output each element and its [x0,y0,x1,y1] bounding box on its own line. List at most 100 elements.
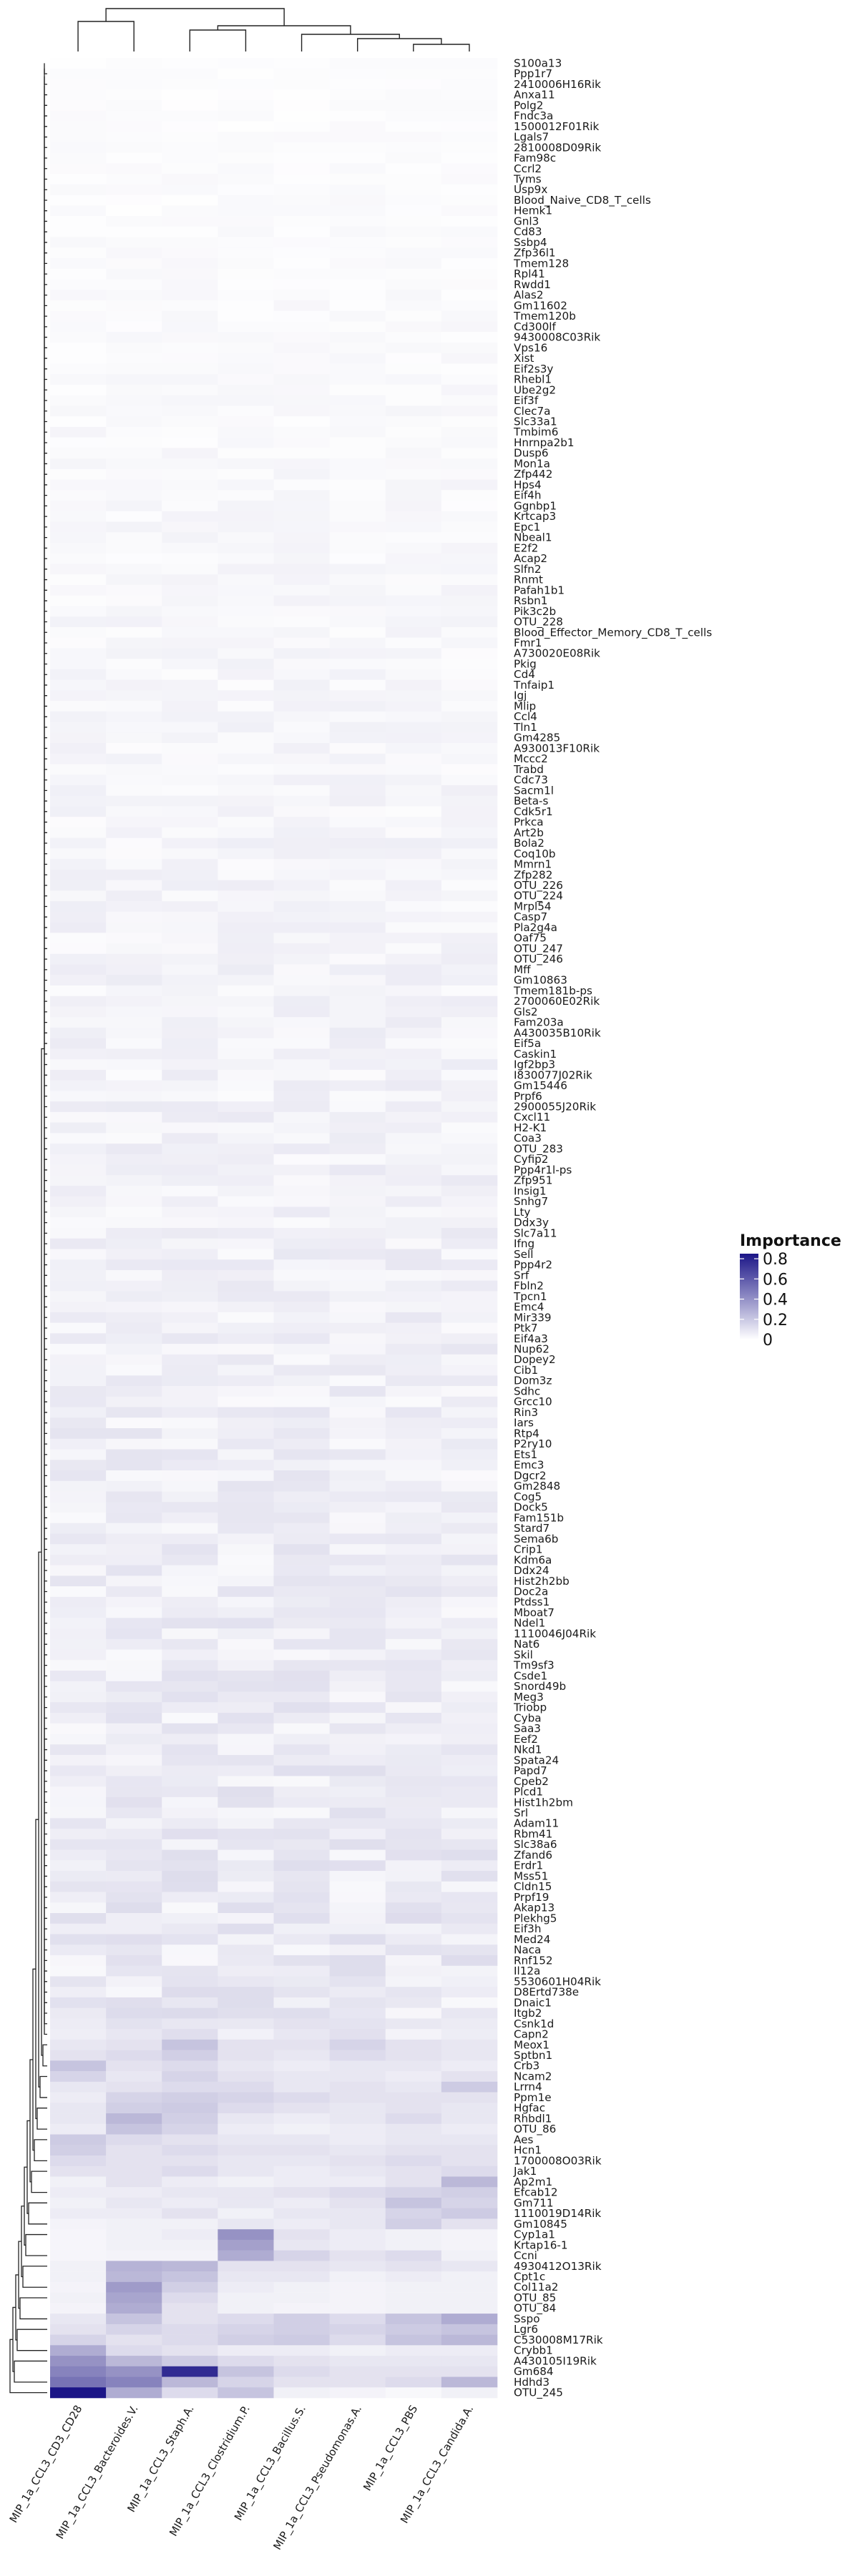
heatmap-cell [106,237,162,248]
heatmap-cell [441,1796,498,1808]
heatmap-cell [385,1596,442,1608]
heatmap-cell [50,1470,107,1482]
heatmap-cell [273,1923,330,1935]
heatmap-cell [50,732,107,744]
heatmap-cell [385,384,442,395]
heatmap-cell [329,426,386,438]
heatmap-cell [273,1228,330,1239]
heatmap-cell [385,426,442,438]
heatmap-cell [50,743,107,754]
heatmap-cell [162,226,218,237]
heatmap-cell [441,880,498,891]
heatmap-cell [218,1796,274,1808]
heatmap-cell [273,1976,330,1987]
heatmap-cell [441,1407,498,1418]
heatmap-cell [441,1386,498,1397]
row-label: Adam11 [514,1817,559,1830]
heatmap-cell [441,1280,498,1292]
row-label: A430035B10Rik [514,1026,601,1039]
row-label: Rnf152 [514,1954,553,1967]
heatmap-cell [441,310,498,322]
heatmap-cell [162,2176,218,2188]
heatmap-cell [385,1386,442,1397]
heatmap-cell [106,859,162,870]
row-label: Tln1 [513,721,537,734]
heatmap-cell [385,300,442,312]
heatmap-cell [162,985,218,997]
heatmap-cell [441,1892,498,1903]
heatmap-cell [218,310,274,322]
heatmap-cell [385,1186,442,1197]
heatmap-cell [162,869,218,880]
heatmap-cell [218,1206,274,1218]
heatmap-cell [162,1881,218,1892]
heatmap-cell [218,648,274,659]
heatmap-cell [50,2303,107,2314]
heatmap-cell [385,1829,442,1840]
heatmap-cell [273,437,330,448]
row-label: 2810008D09Rik [514,141,601,154]
heatmap-cell [106,1291,162,1302]
heatmap-cell [218,743,274,754]
heatmap-cell [329,2092,386,2103]
heatmap-cell [162,817,218,828]
heatmap-cell [385,648,442,659]
heatmap-cell [273,332,330,343]
heatmap-cell [385,1533,442,1545]
heatmap-cell [441,1544,498,1555]
heatmap-cell [106,1470,162,1482]
heatmap-cell [273,679,330,691]
heatmap-cell [273,1691,330,1703]
heatmap-cell [273,911,330,923]
heatmap-cell [218,1428,274,1440]
row-label: 5530601H04Rik [514,1975,601,1988]
heatmap-cell [162,659,218,670]
heatmap-cell [162,2071,218,2083]
heatmap-cell [329,1965,386,1977]
row-label: Capn2 [514,2028,549,2041]
heatmap-cell [441,1765,498,1776]
heatmap-cell [329,584,386,596]
row-label: Prpf6 [514,1090,542,1103]
heatmap-cell [385,869,442,880]
heatmap-cell [385,2007,442,2019]
heatmap-cell [106,637,162,649]
heatmap-cell [385,564,442,575]
heatmap-cell [162,405,218,417]
heatmap-cell [162,511,218,522]
heatmap-cell [385,1006,442,1018]
heatmap-cell [218,195,274,206]
heatmap-cell [106,890,162,902]
heatmap-cell [218,817,274,828]
heatmap-cell [106,1765,162,1776]
heatmap-cell [218,616,274,628]
heatmap-cell [162,911,218,923]
heatmap-cell [162,1133,218,1144]
heatmap-cell [329,1796,386,1808]
heatmap-cell [273,584,330,596]
heatmap-cell [329,1786,386,1798]
heatmap-cell [218,79,274,90]
row-label: Csnk1d [514,2017,554,2030]
row-label: Gm10863 [514,974,567,987]
heatmap-cell [50,1206,107,1218]
heatmap-cell [385,2281,442,2293]
heatmap-cell [441,353,498,364]
heatmap-cell [329,1512,386,1523]
heatmap-cell [106,395,162,406]
heatmap-cell [218,1965,274,1977]
row-label: Tmbim6 [513,426,558,438]
heatmap-cell [441,226,498,237]
heatmap-cell [162,1048,218,1060]
heatmap-cell [50,1407,107,1418]
heatmap-cell [162,1080,218,1091]
heatmap-cell [441,2103,498,2114]
heatmap-cell [50,806,107,817]
heatmap-cell [106,2134,162,2145]
heatmap-cell [218,342,274,353]
heatmap-cell [273,1607,330,1618]
heatmap-cell [273,1765,330,1776]
heatmap-cell [273,1249,330,1260]
row-label: Zfp282 [514,868,552,881]
heatmap-cell [218,1881,274,1892]
